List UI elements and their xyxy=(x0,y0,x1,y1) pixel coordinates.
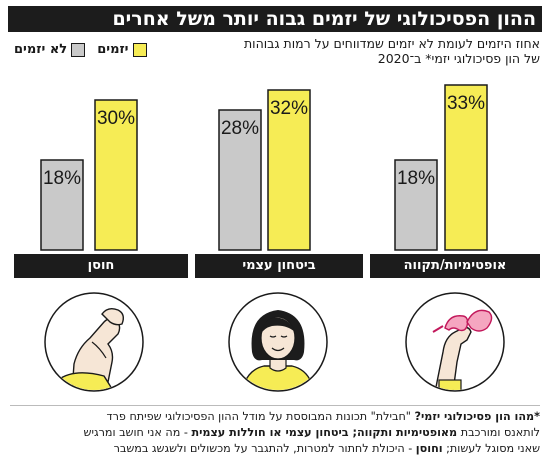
legend-label-non-entrepreneurs: לא יזמים xyxy=(14,42,68,57)
footnote-bold-2: מאופטימיות ותקווה; ביטחון עצמי או חוללות… xyxy=(191,426,458,439)
footnote-text-1: "חבילת" תכונות המבוססת על מודל ההון הפסי… xyxy=(106,410,415,423)
bar-non-entrepreneurs-1 xyxy=(218,109,262,251)
legend-item-entrepreneurs: יזמים xyxy=(97,42,147,57)
data-label-entrepreneurs-0: 33% xyxy=(447,93,485,114)
legend-item-non-entrepreneurs: לא יזמים xyxy=(14,42,86,57)
bar-non-entrepreneurs-0 xyxy=(394,159,438,251)
category-label-resilience: חוסן xyxy=(14,254,188,278)
footnote-line-3: שאני מסוגל לעשות; וחוסן - היכולת לחתור ל… xyxy=(10,441,540,457)
data-label-non-entrepreneurs-0: 18% xyxy=(397,168,435,189)
footnote-text-3a: שאני מסוגל לעשות; xyxy=(442,442,540,455)
chart-title: ההון הפסיכולוגי של יזמים גבוה יותר משל א… xyxy=(8,6,542,32)
bar-entrepreneurs-1 xyxy=(267,89,311,251)
footnote-text-2a: לותאנס ומורכבת xyxy=(457,426,540,439)
legend-swatch-entrepreneurs xyxy=(132,42,147,57)
footnote-line-2: לותאנס ומורכבת מאופטימיות ותקווה; ביטחון… xyxy=(10,425,540,441)
bar-entrepreneurs-2 xyxy=(94,99,138,251)
glasses-hand-icon xyxy=(405,292,505,392)
bar-non-entrepreneurs-2 xyxy=(40,159,84,251)
footnote-bold-3: וחוסן xyxy=(415,442,443,455)
footnote-line-1: *מהו הון פסיכולוגי יזמי? "חבילת" תכונות … xyxy=(10,409,540,425)
bar-entrepreneurs-0 xyxy=(444,84,488,251)
flexed-arm-icon xyxy=(44,292,144,392)
data-label-entrepreneurs-1: 32% xyxy=(270,98,308,119)
legend: יזמים לא יזמים xyxy=(14,42,147,57)
data-label-entrepreneurs-2: 30% xyxy=(97,108,135,129)
category-label-optimism: אופטימיות/תקווה xyxy=(370,254,540,278)
data-label-non-entrepreneurs-2: 18% xyxy=(43,168,81,189)
category-label-self-confidence: ביטחון עצמי xyxy=(195,254,363,278)
footnote: *מהו הון פסיכולוגי יזמי? "חבילת" תכונות … xyxy=(10,405,540,457)
footnote-text-3b: - היכולת לחתור למטרות, להתגבר על מכשולים… xyxy=(113,442,416,455)
footnote-heading: *מהו הון פסיכולוגי יזמי? xyxy=(414,410,540,423)
chart-subtitle: אחוז היזמים לעומת לא יזמים שמדווחים על ר… xyxy=(243,36,540,66)
legend-label-entrepreneurs: יזמים xyxy=(97,42,129,57)
data-label-non-entrepreneurs-1: 28% xyxy=(221,118,259,139)
legend-swatch-non-entrepreneurs xyxy=(71,42,86,57)
confident-woman-icon xyxy=(228,292,328,392)
footnote-text-2b: - מה אני חושב ומרגיש xyxy=(83,426,192,439)
